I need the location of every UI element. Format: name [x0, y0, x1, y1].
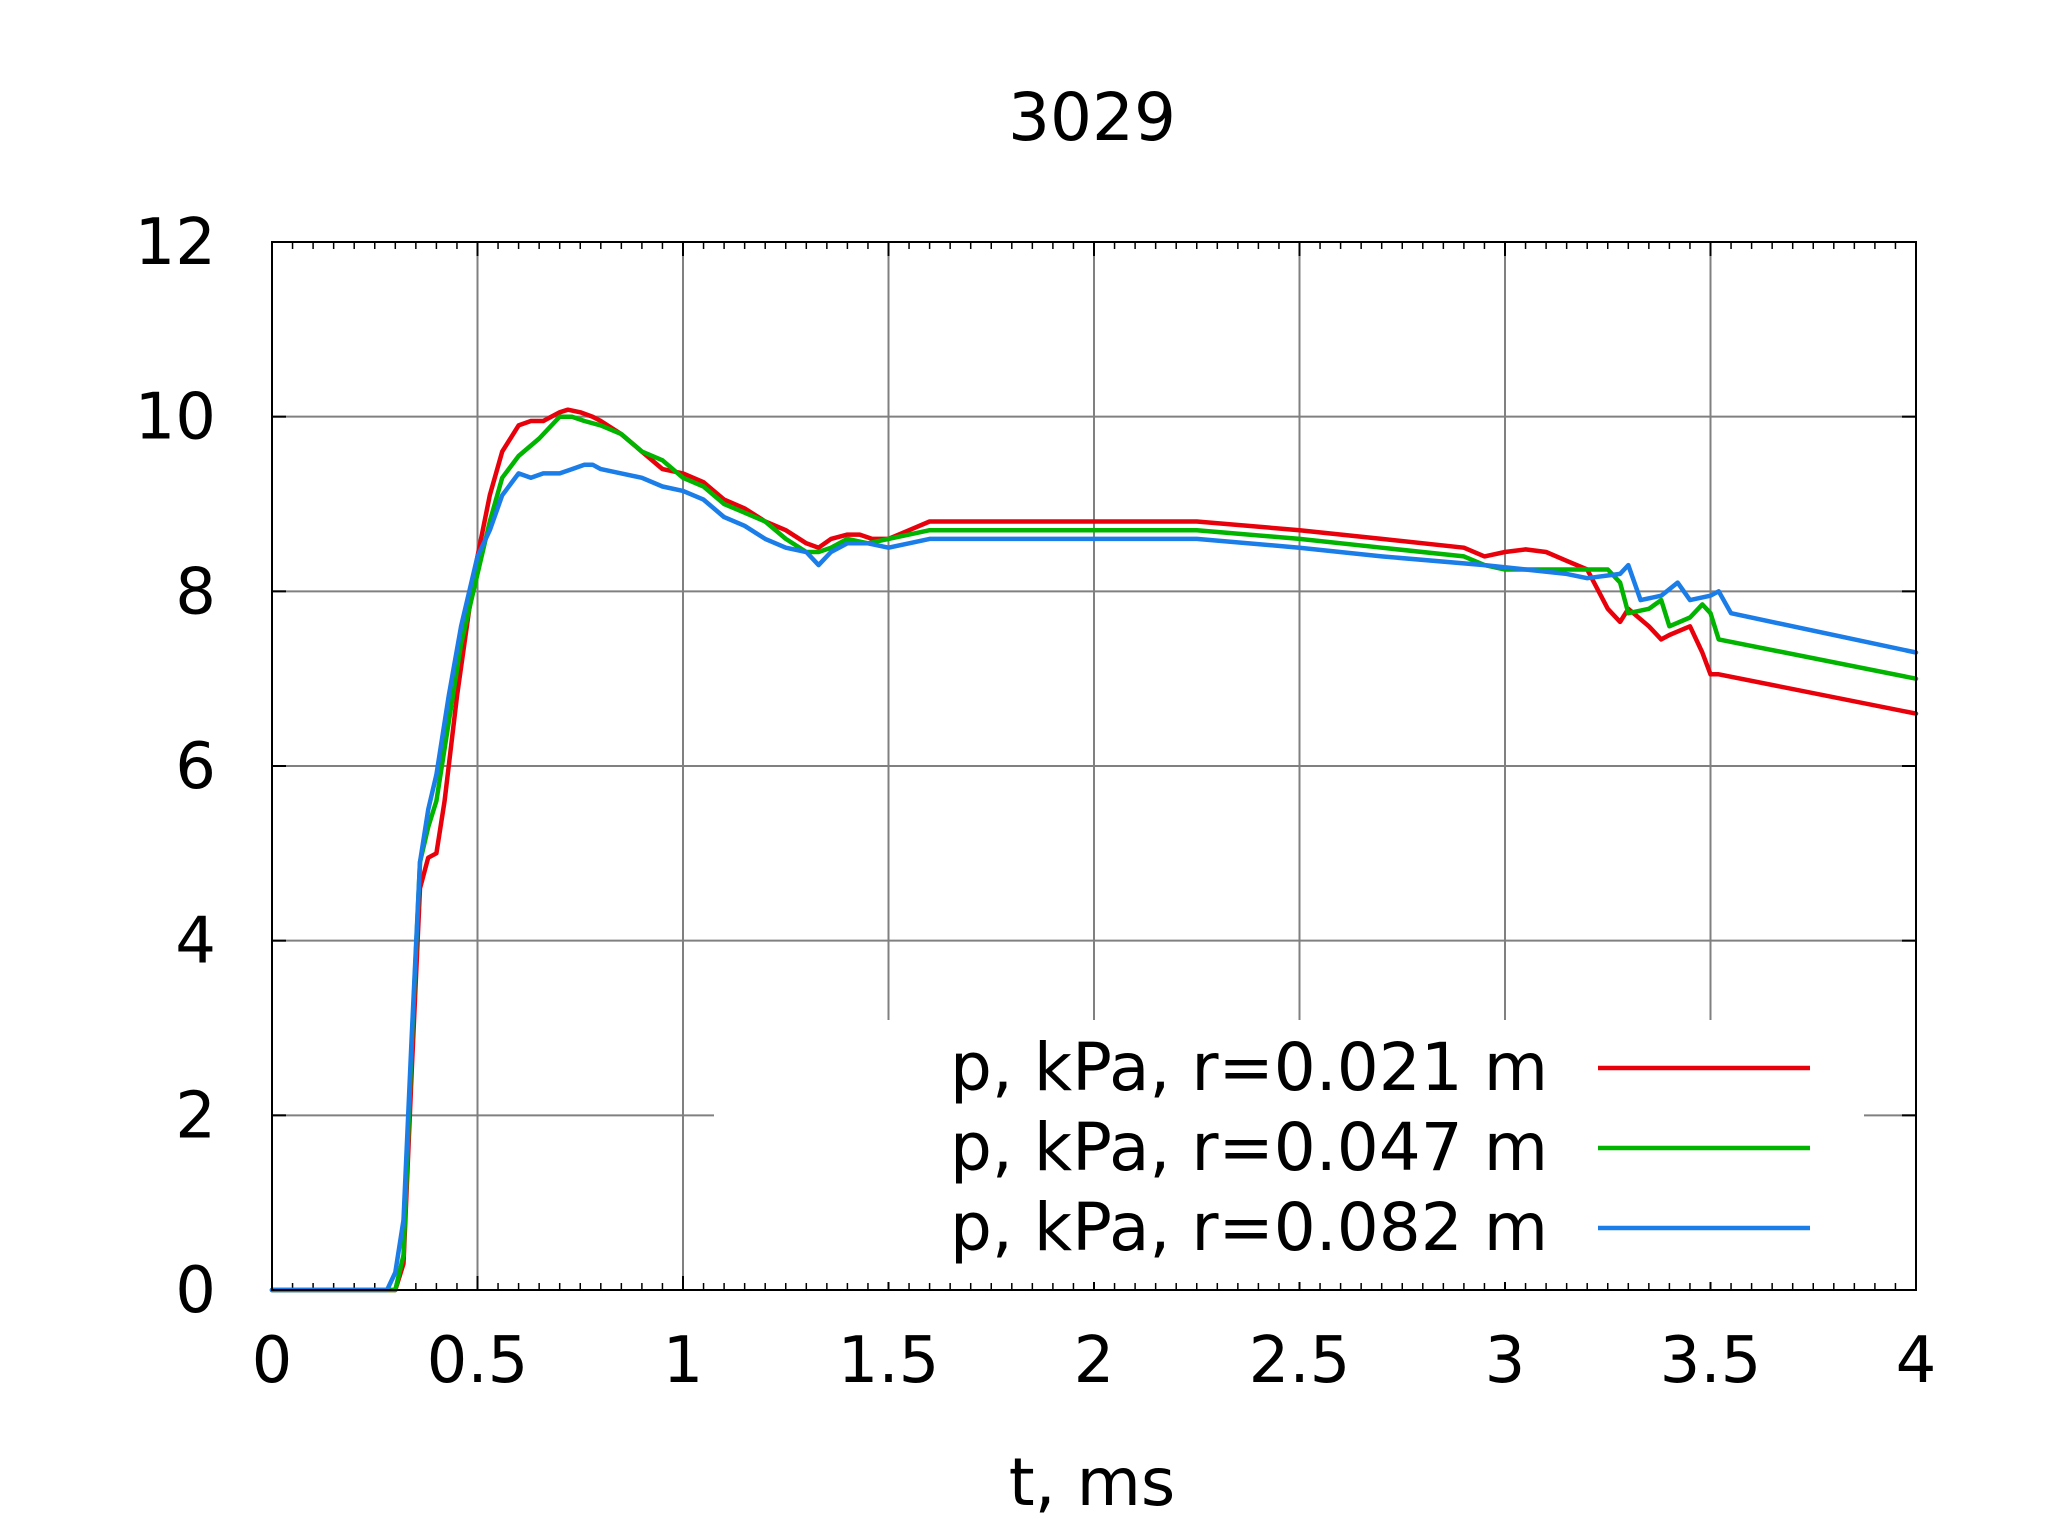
y-tick-label: 6	[175, 730, 216, 804]
x-tick-label: 1	[663, 1324, 704, 1398]
x-tick-label: 0.5	[427, 1324, 529, 1398]
y-tick-label: 4	[175, 905, 216, 979]
legend-label-3: p, kPa, r=0.082 m	[950, 1189, 1548, 1266]
x-tick-label: 3	[1485, 1324, 1526, 1398]
y-tick-label: 2	[175, 1079, 216, 1153]
y-tick-label: 8	[175, 555, 216, 629]
x-tick-label: 2.5	[1249, 1324, 1351, 1398]
y-tick-label: 12	[135, 206, 216, 280]
plot-frame	[271, 241, 1917, 1291]
x-tick-label: 3.5	[1660, 1324, 1762, 1398]
series-lines	[269, 407, 1919, 1293]
x-axis-label: t, ms	[1009, 1444, 1176, 1521]
grid	[272, 242, 1916, 1290]
chart-title: 3029	[1008, 79, 1176, 156]
legend-background	[714, 1020, 1864, 1282]
legend-label-1: p, kPa, r=0.021 m	[950, 1029, 1548, 1106]
y-tick-label: 10	[135, 381, 216, 455]
legend: p, kPa, r=0.021 mp, kPa, r=0.047 mp, kPa…	[950, 1029, 1810, 1266]
series-line-3	[269, 462, 1919, 1293]
legend-label-2: p, kPa, r=0.047 m	[950, 1109, 1548, 1186]
x-tick-label: 0	[252, 1324, 293, 1398]
x-tick-label: 4	[1896, 1324, 1937, 1398]
x-tick-label: 1.5	[838, 1324, 940, 1398]
x-tick-label: 2	[1074, 1324, 1115, 1398]
y-tick-label: 0	[175, 1254, 216, 1328]
tick-labels: 0 0.5 1 1.5 2 2.5 3 3.5 4 0 2 4 6 8 10 12	[135, 206, 1937, 1398]
